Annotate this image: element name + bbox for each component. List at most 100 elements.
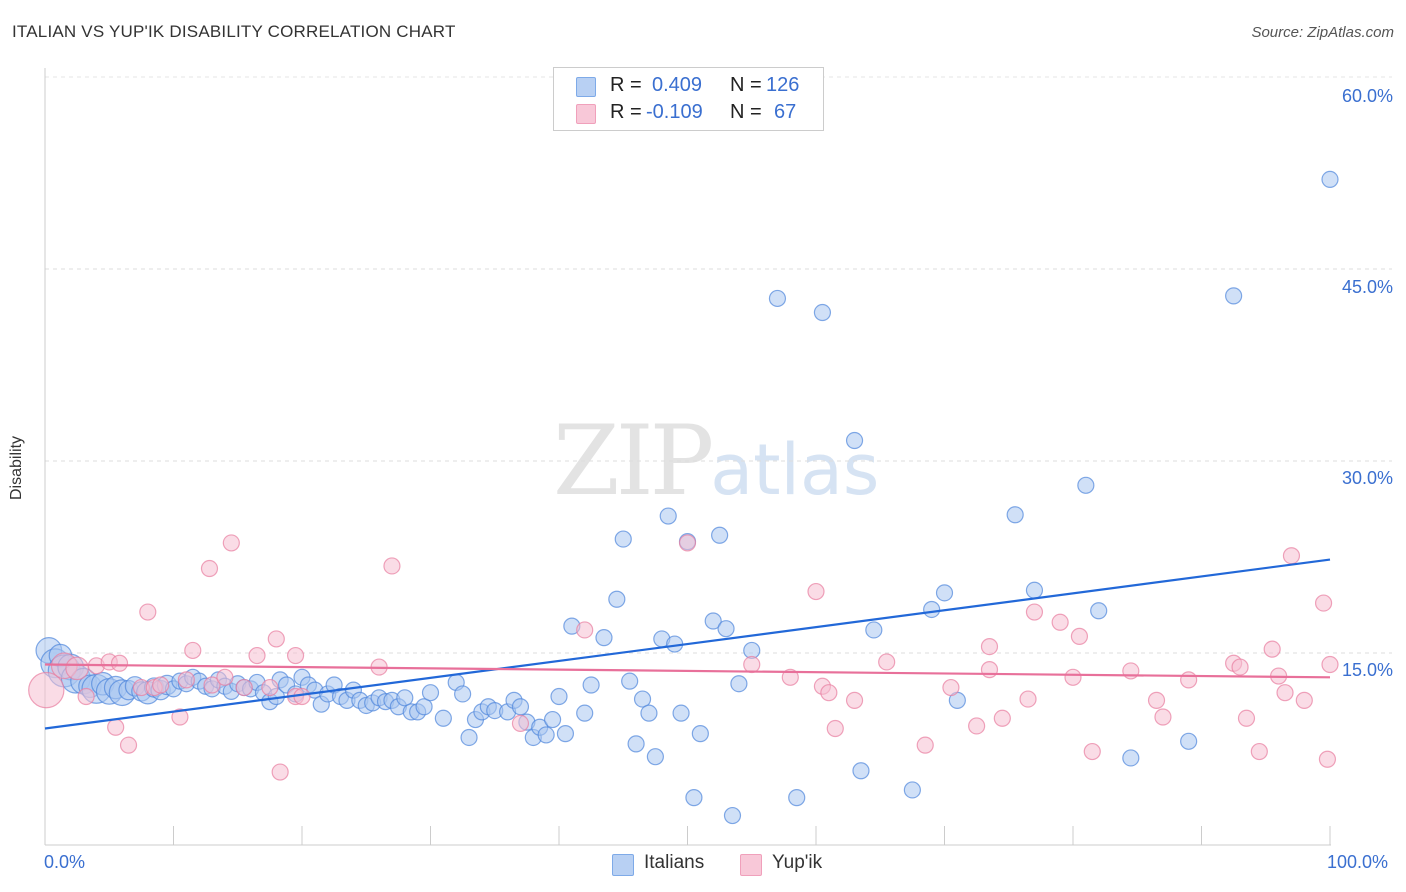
yupik-point bbox=[968, 717, 986, 735]
y-tick-label-30: 30.0% bbox=[1341, 468, 1393, 488]
yupik-point bbox=[1147, 691, 1166, 709]
italians-point bbox=[730, 675, 748, 693]
yupik-point bbox=[845, 691, 864, 709]
italians-point bbox=[1122, 749, 1140, 767]
yupik-point bbox=[1276, 684, 1294, 702]
italians-point bbox=[704, 612, 722, 630]
italians-point bbox=[537, 726, 555, 744]
italians-point bbox=[813, 303, 832, 322]
source-label: Source: ZipAtlas.com bbox=[1251, 24, 1394, 41]
legend-n-value: 126 bbox=[766, 74, 800, 96]
yupik-point bbox=[781, 668, 799, 686]
italians-point bbox=[614, 530, 632, 548]
chart-title: ITALIAN VS YUP'IK DISABILITY CORRELATION… bbox=[12, 22, 456, 41]
yupik-point bbox=[28, 671, 65, 709]
italians-point bbox=[646, 748, 664, 766]
yupik-point bbox=[1321, 655, 1339, 674]
italians-point bbox=[576, 704, 594, 722]
yupik-point bbox=[286, 646, 305, 665]
yupik-point bbox=[1064, 668, 1082, 686]
italians-point bbox=[1025, 581, 1044, 599]
italians-point bbox=[845, 431, 864, 450]
yupik-point bbox=[200, 559, 219, 578]
italians-point bbox=[788, 789, 806, 807]
italians-point bbox=[550, 687, 568, 706]
yupik-point bbox=[1083, 742, 1101, 761]
yupik-point bbox=[110, 654, 129, 672]
y-tick-label-60: 60.0% bbox=[1341, 86, 1393, 106]
trend-lines bbox=[44, 558, 1331, 730]
yupik-point bbox=[1318, 750, 1337, 768]
legend-r-label: R = bbox=[610, 101, 642, 123]
italians-point bbox=[633, 690, 652, 708]
italians-point bbox=[1180, 732, 1198, 750]
yupik-point bbox=[1154, 708, 1172, 726]
italians-point bbox=[672, 704, 690, 722]
italians-point bbox=[723, 806, 742, 825]
yupik-trend-line bbox=[44, 663, 1331, 679]
italians-point bbox=[865, 621, 883, 639]
italians-point bbox=[543, 710, 562, 729]
italians-point bbox=[1077, 476, 1095, 494]
italians-point bbox=[621, 672, 639, 690]
yupik-point bbox=[980, 637, 999, 656]
yupik-point bbox=[993, 709, 1011, 727]
yupik-point bbox=[743, 655, 761, 674]
italians-point bbox=[903, 781, 921, 799]
italians-point bbox=[852, 762, 870, 780]
italians-point bbox=[640, 704, 658, 722]
yupik-point bbox=[1250, 742, 1268, 761]
yupik-point bbox=[152, 676, 170, 694]
italians-point bbox=[1321, 170, 1339, 188]
yupik-point bbox=[826, 719, 844, 738]
italians-point bbox=[1225, 287, 1243, 305]
italians-point bbox=[627, 735, 645, 753]
italians-point bbox=[595, 629, 613, 647]
yupik-point bbox=[1122, 662, 1140, 680]
legend-r-label: R = bbox=[610, 74, 642, 96]
italians-point bbox=[691, 725, 709, 743]
legend-r-value: 0.409 bbox=[652, 74, 703, 96]
italians-point bbox=[717, 620, 735, 638]
italians-legend-label: Italians bbox=[644, 852, 705, 873]
legend-n-label: N = bbox=[730, 101, 762, 123]
y-tick-label-45: 45.0% bbox=[1341, 277, 1393, 297]
italians-legend-swatch bbox=[612, 854, 634, 876]
yupik-point bbox=[678, 534, 697, 552]
yupik-point bbox=[1282, 547, 1301, 565]
yupik-point bbox=[248, 646, 266, 665]
yupik-point bbox=[65, 656, 89, 681]
yupik-point bbox=[119, 736, 138, 754]
data-points bbox=[28, 170, 1339, 825]
legend-n-label: N = bbox=[730, 74, 762, 96]
yupik-point bbox=[1025, 603, 1044, 621]
yupik-legend-swatch bbox=[740, 854, 762, 876]
yupik-point bbox=[203, 676, 221, 694]
legend-r-value: -0.109 bbox=[646, 101, 703, 123]
italians-point bbox=[556, 725, 575, 743]
italians-point bbox=[711, 526, 729, 544]
italians-point bbox=[1006, 506, 1024, 524]
yupik-point bbox=[261, 678, 279, 697]
correlation-legend: R = 0.409 N = 126 R = -0.109 N = 67 bbox=[553, 67, 824, 131]
y-tick-label-15: 15.0% bbox=[1341, 660, 1393, 680]
italians-point bbox=[1090, 602, 1108, 620]
yupik-point bbox=[1051, 613, 1069, 631]
italians-point bbox=[608, 590, 626, 608]
axes bbox=[44, 68, 1331, 846]
italians-swatch bbox=[576, 77, 596, 97]
yupik-point bbox=[1263, 640, 1281, 658]
yupik-point bbox=[107, 718, 125, 736]
italians-point bbox=[511, 698, 530, 716]
yupik-point bbox=[1070, 627, 1089, 645]
italians-point bbox=[460, 728, 478, 747]
italians-point bbox=[685, 789, 703, 807]
yupik-legend-label: Yup'ik bbox=[772, 852, 823, 873]
yupik-point bbox=[1180, 671, 1198, 689]
yupik-point bbox=[942, 678, 960, 697]
yupik-point bbox=[216, 668, 234, 686]
yupik-point bbox=[77, 687, 95, 706]
italians-point bbox=[768, 289, 787, 308]
italians-point bbox=[923, 600, 941, 619]
